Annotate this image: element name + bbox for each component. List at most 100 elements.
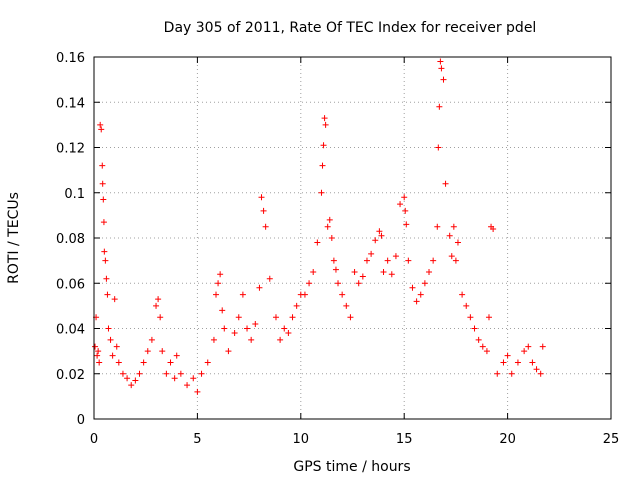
data-point	[262, 223, 269, 230]
data-point	[213, 291, 220, 298]
data-point	[153, 302, 160, 309]
x-tick-label: 25	[603, 432, 620, 447]
data-point	[392, 253, 399, 260]
data-point	[258, 194, 265, 201]
data-point	[421, 280, 428, 287]
data-point	[332, 266, 339, 273]
data-point	[328, 235, 335, 241]
data-point	[104, 291, 111, 298]
y-tick-label: 0.1	[64, 187, 85, 202]
data-point	[475, 336, 482, 343]
data-point	[266, 275, 273, 282]
data-point	[109, 352, 116, 359]
y-tick-label: 0.14	[56, 96, 85, 111]
data-point	[483, 348, 490, 355]
data-point	[210, 336, 217, 343]
data-point	[485, 314, 492, 321]
data-point	[310, 268, 317, 275]
data-point	[490, 225, 497, 232]
data-point	[359, 273, 366, 280]
data-point	[235, 314, 242, 321]
data-point	[293, 302, 300, 309]
data-point	[314, 239, 321, 246]
data-point	[204, 359, 211, 366]
data-point	[100, 196, 107, 203]
y-axis-label: ROTI / TECUs	[6, 192, 22, 284]
data-point	[194, 388, 201, 395]
data-point	[260, 207, 267, 214]
data-point	[437, 58, 444, 65]
data-point	[413, 298, 420, 305]
data-point	[96, 359, 103, 366]
data-point	[272, 314, 279, 321]
data-point	[115, 359, 122, 366]
data-point	[405, 257, 412, 264]
data-point	[119, 370, 126, 377]
data-point	[322, 121, 329, 128]
data-point	[368, 250, 375, 257]
x-tick-label: 10	[293, 432, 310, 447]
x-tick-label: 20	[499, 432, 516, 447]
data-point	[144, 348, 151, 355]
data-point	[217, 271, 224, 278]
data-point	[95, 348, 102, 355]
data-point	[355, 280, 362, 287]
data-point	[306, 280, 313, 287]
data-point	[440, 76, 447, 83]
data-point	[430, 257, 437, 264]
data-point	[448, 253, 455, 260]
data-point	[402, 207, 409, 214]
data-point	[426, 268, 433, 275]
data-point	[403, 221, 410, 228]
data-point	[378, 232, 385, 239]
data-point	[434, 223, 441, 230]
data-point	[157, 314, 164, 321]
data-point	[467, 314, 474, 321]
data-point	[248, 336, 255, 343]
data-point	[376, 228, 383, 235]
data-point	[252, 320, 259, 327]
data-point	[494, 370, 501, 377]
data-point	[107, 336, 114, 343]
data-point	[225, 348, 232, 355]
data-point	[500, 359, 507, 366]
data-point	[454, 239, 461, 246]
data-point	[319, 162, 326, 169]
data-point	[244, 325, 251, 332]
tick-layer: 0 0.02 0.04 0.06 0.08 0.1 0.12 0.14 0.16 0 5 10 15 20…	[56, 51, 619, 447]
data-point	[281, 325, 288, 332]
data-point	[99, 180, 106, 187]
data-point	[397, 201, 404, 208]
data-point	[167, 359, 174, 366]
data-point	[289, 314, 296, 321]
data-point	[171, 375, 178, 382]
data-point	[140, 359, 147, 366]
data-point	[452, 257, 459, 264]
data-point	[318, 189, 325, 196]
data-point	[177, 370, 184, 377]
y-tick-label: 0.06	[56, 277, 85, 292]
data-point	[436, 103, 443, 110]
data-point	[111, 296, 118, 303]
data-point	[459, 291, 466, 298]
data-point	[239, 291, 246, 298]
data-point	[97, 121, 104, 128]
data-point	[184, 382, 191, 389]
data-point	[343, 302, 350, 309]
data-point	[347, 314, 354, 321]
data-point	[215, 280, 222, 287]
data-point	[163, 370, 170, 377]
y-tick-label: 0.02	[56, 368, 85, 383]
data-point	[231, 330, 238, 337]
y-tick-label: 0.16	[56, 51, 85, 66]
data-point	[103, 275, 110, 282]
data-point	[537, 370, 544, 377]
data-point	[100, 219, 107, 226]
data-point	[533, 366, 540, 373]
data-point	[221, 325, 228, 332]
data-point	[442, 180, 449, 187]
data-point	[463, 302, 470, 309]
data-point	[173, 352, 180, 359]
data-point	[401, 194, 408, 201]
data-point	[529, 359, 536, 366]
